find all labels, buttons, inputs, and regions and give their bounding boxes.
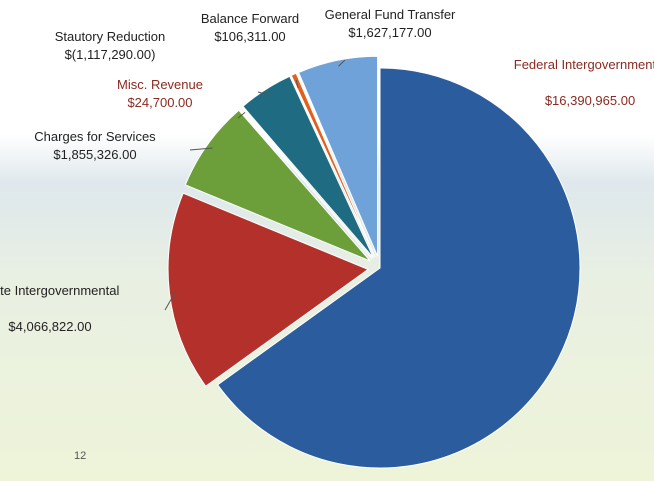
pie-slice — [297, 55, 379, 257]
slice-value: $106,311.00 — [214, 29, 286, 44]
slice-label: State Intergovernmental — [0, 283, 120, 298]
leader-line — [164, 291, 176, 311]
slice-label: Misc. Revenue — [117, 77, 203, 92]
slice-label: Charges for Services — [34, 129, 156, 144]
leader-line — [257, 91, 269, 96]
leader-line — [189, 147, 213, 151]
leader-line — [237, 111, 246, 119]
pie-slice — [239, 106, 373, 260]
pie-slice — [242, 75, 374, 259]
slice-value: $(1,117,290.00) — [64, 47, 156, 62]
leader-line — [338, 59, 346, 67]
slice-label: Stautory Reduction — [54, 29, 166, 44]
slice-label: Federal Intergovernmental — [513, 57, 654, 72]
slice-value: $4,066,822.00 — [8, 319, 92, 334]
pie-slice — [184, 109, 371, 262]
leader-line — [295, 79, 299, 89]
slice-value: $24,700.00 — [127, 95, 193, 110]
slice-value: $1,855,326.00 — [53, 147, 137, 162]
slice-value: $1,627,177.00 — [348, 25, 432, 40]
slice-label: Balance Forward — [200, 11, 300, 26]
pie-slice — [216, 67, 581, 469]
pie-slice — [167, 192, 370, 387]
slice-label: General Fund Transfer — [324, 7, 456, 22]
slice-value: $16,390,965.00 — [544, 93, 636, 108]
pie-slice — [290, 72, 376, 258]
page-number: 12 — [74, 450, 87, 462]
